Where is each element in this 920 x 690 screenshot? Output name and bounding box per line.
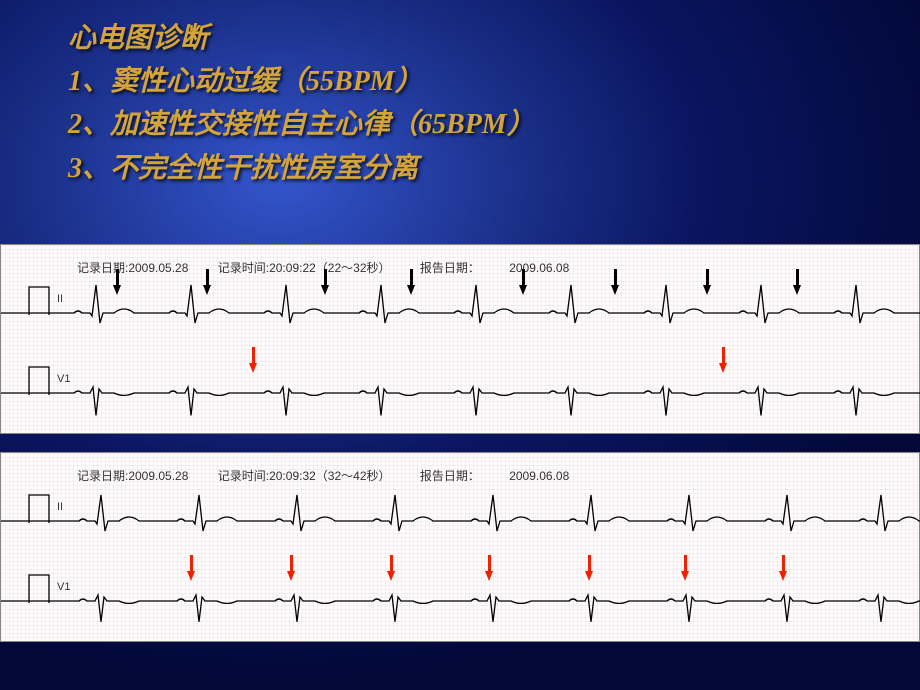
red-arrow-icon xyxy=(187,571,195,581)
diagnosis-line-1: 1、窦性心动过缓（55BPM） xyxy=(68,60,535,103)
red-arrow-icon xyxy=(585,571,593,581)
red-arrow-icon xyxy=(779,571,787,581)
diag-num-2: 2、 xyxy=(68,109,110,140)
black-arrow-icon xyxy=(321,285,329,295)
diag-text-3: 不完全性干扰性房室分离 xyxy=(110,153,418,184)
diag-text-1: 窦性心动过缓 xyxy=(110,66,278,97)
ecg-traces-2 xyxy=(1,453,920,643)
diag-num-1: 1、 xyxy=(68,66,110,97)
slide: 心电图诊断 1、窦性心动过缓（55BPM） 2、加速性交接性自主心律（65BPM… xyxy=(0,0,920,690)
lead-label-ii: II xyxy=(57,501,63,513)
slide-title: 心电图诊断 xyxy=(68,18,535,60)
red-arrow-icon xyxy=(249,363,257,373)
lead-label-v1: V1 xyxy=(57,581,70,593)
red-arrow-icon xyxy=(387,571,395,581)
black-arrow-icon xyxy=(113,285,121,295)
title-block: 心电图诊断 1、窦性心动过缓（55BPM） 2、加速性交接性自主心律（65BPM… xyxy=(68,18,535,190)
diag-text-2: 加速性交接性自主心律 xyxy=(110,109,390,140)
red-arrow-icon xyxy=(287,571,295,581)
black-arrow-icon xyxy=(519,285,527,295)
black-arrow-icon xyxy=(203,285,211,295)
diag-num-3: 3、 xyxy=(68,153,110,184)
red-arrow-icon xyxy=(719,363,727,373)
lead-label-v1: V1 xyxy=(57,373,70,385)
diagnosis-line-3: 3、不完全性干扰性房室分离 xyxy=(68,147,535,190)
black-arrow-icon xyxy=(407,285,415,295)
diagnosis-line-2: 2、加速性交接性自主心律（65BPM） xyxy=(68,103,535,146)
diag-bpm-1: （55BPM） xyxy=(278,66,423,97)
ecg-traces-1 xyxy=(1,245,920,435)
ecg-panel-2: 记录日期:2009.05.28 记录时间:20:09:32（32～42秒） 报告… xyxy=(0,452,920,642)
lead-label-ii: II xyxy=(57,293,63,305)
diag-bpm-2: （65BPM） xyxy=(390,109,535,140)
black-arrow-icon xyxy=(793,285,801,295)
ecg-panel-1: 记录日期:2009.05.28 记录时间:20:09:22（22～32秒） 报告… xyxy=(0,244,920,434)
red-arrow-icon xyxy=(485,571,493,581)
black-arrow-icon xyxy=(703,285,711,295)
red-arrow-icon xyxy=(681,571,689,581)
black-arrow-icon xyxy=(611,285,619,295)
